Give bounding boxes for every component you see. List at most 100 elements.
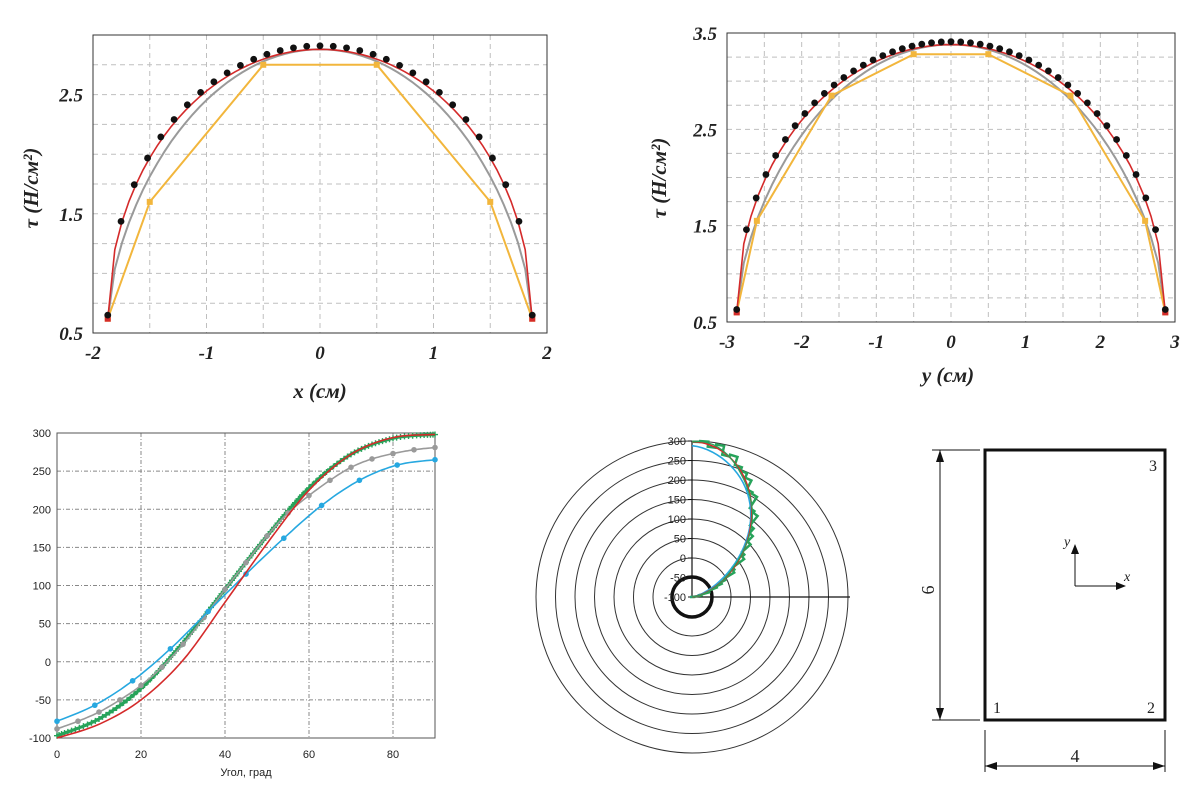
series-point-marker: [475, 133, 483, 141]
plot-frame: [92, 34, 548, 334]
series-point-marker: [1132, 171, 1140, 178]
series-point-marker: [290, 44, 297, 52]
series-point-marker: [276, 47, 284, 54]
plot-frame: [726, 32, 1176, 323]
y-tick-label: 250: [33, 466, 51, 478]
series-point-marker: [369, 50, 377, 58]
series-green-marker: [127, 694, 134, 701]
axis-x-label: x: [1123, 570, 1131, 585]
series-point-marker: [996, 45, 1004, 53]
series-point-marker: [356, 47, 364, 54]
x-tick-label: -1: [868, 332, 884, 353]
tau-y-xlabel: y (см): [919, 363, 974, 387]
series-point-marker: [250, 55, 258, 63]
series-point-marker: [197, 88, 205, 96]
series-point-marker: [1025, 56, 1033, 64]
series-blue-marker: [167, 645, 174, 652]
series-point-marker: [1015, 52, 1023, 59]
y-tick-label: 2.5: [58, 86, 83, 107]
x-tick-label: 40: [219, 749, 231, 761]
y-tick-label: 3.5: [692, 24, 717, 45]
series-blue-marker: [92, 702, 98, 709]
y-tick-label: 300: [33, 428, 51, 440]
series-green-marker: [131, 691, 137, 698]
series-coarse-marker: [910, 51, 917, 58]
series-point-marker: [791, 122, 799, 130]
series-gray-marker: [432, 444, 438, 451]
polar-tick-label: 0: [680, 553, 686, 565]
x-tick-label: 60: [303, 749, 315, 761]
series-point-marker: [820, 90, 828, 97]
series-point-marker: [1054, 74, 1062, 81]
series-point-marker: [859, 61, 867, 69]
series-gray-marker: [327, 477, 333, 484]
series-coarse-marker: [146, 198, 153, 205]
series-coarse-marker: [487, 198, 494, 205]
height-arrow-bottom-icon: [936, 708, 944, 720]
series-point-marker: [976, 40, 984, 48]
series-point-marker: [183, 101, 191, 109]
x-tick-label: 2: [1095, 332, 1106, 353]
series-point-marker: [1103, 122, 1111, 130]
series-green-marker: [84, 721, 91, 728]
series-gray-marker: [180, 641, 186, 648]
series-green-marker: [80, 723, 87, 730]
series-point-marker: [830, 81, 838, 89]
tau-x-xlabel: x (см): [292, 379, 346, 403]
series-green-marker: [92, 717, 99, 724]
cross-section-diagram: 6 4 1 2 3 x y: [918, 448, 1167, 772]
polar-series-green-line: [690, 440, 754, 598]
polar-tick-label: 300: [668, 436, 686, 448]
series-point-marker: [772, 152, 780, 159]
series-gray-marker: [243, 559, 249, 566]
series-gray-marker: [159, 664, 165, 670]
series-green-marker: [88, 719, 95, 726]
series-blue-marker: [281, 535, 287, 542]
series-point-marker: [889, 48, 896, 56]
axis-y-label: y: [1062, 535, 1071, 550]
series-coarse-marker: [985, 51, 992, 58]
polar-tick-label: 50: [674, 534, 686, 546]
series-blue-marker: [54, 718, 60, 725]
height-label: 6: [918, 586, 938, 595]
series-gray-marker: [306, 492, 312, 499]
series-point-marker: [223, 69, 231, 77]
y-tick-label: 0.5: [693, 313, 717, 334]
series-gray-marker: [96, 709, 102, 715]
x-tick-label: 0: [315, 343, 325, 364]
series-blue-line: [56, 458, 436, 722]
series-point-marker: [435, 88, 443, 96]
series-point-marker: [743, 226, 750, 234]
series-blue-marker: [432, 456, 438, 463]
height-arrow-top-icon: [936, 450, 944, 462]
x-tick-label: 0: [54, 749, 60, 761]
series-point-marker: [489, 154, 496, 162]
series-green-marker: [96, 715, 102, 722]
polar-tick-label: 150: [668, 495, 686, 507]
y-tick-label: 1.5: [59, 205, 83, 226]
series-point-marker: [762, 171, 770, 178]
x-tick-label: 3: [1169, 332, 1180, 353]
width-arrow-right-icon: [1153, 762, 1165, 770]
series-blue-marker: [318, 502, 325, 509]
series-point-marker: [329, 42, 337, 50]
x-tick-label: 2: [541, 343, 552, 364]
series-point-marker: [1093, 110, 1101, 117]
tau-x-chart: -2 -1 0 1 2 0.5 1.5 2.5: [58, 34, 552, 364]
angle-chart: -100 -50 0 50 100 150 200 250 300 0 20 40 60 80: [29, 428, 438, 761]
y-tick-label: 100: [33, 581, 51, 593]
series-gray-marker: [348, 464, 354, 471]
series-green-marker: [106, 709, 113, 716]
series-point-marker: [937, 38, 945, 46]
polar-tick-label: -50: [670, 573, 686, 585]
series-point-marker: [1083, 99, 1091, 107]
x-tick-label: 80: [387, 749, 399, 761]
series-point-marker: [210, 78, 218, 86]
series-gray-marker: [54, 726, 60, 732]
series-coarse-line: [106, 63, 534, 320]
y-tick-label: 1.5: [693, 217, 717, 238]
series-point-marker: [733, 306, 741, 313]
tau-y-chart: -3 -2 -1 0 1 2 3 0.5 1.5 2.5 3.5: [692, 24, 1180, 353]
axis-y-arrow-icon: [1071, 544, 1079, 554]
series-point-marker: [422, 78, 430, 86]
